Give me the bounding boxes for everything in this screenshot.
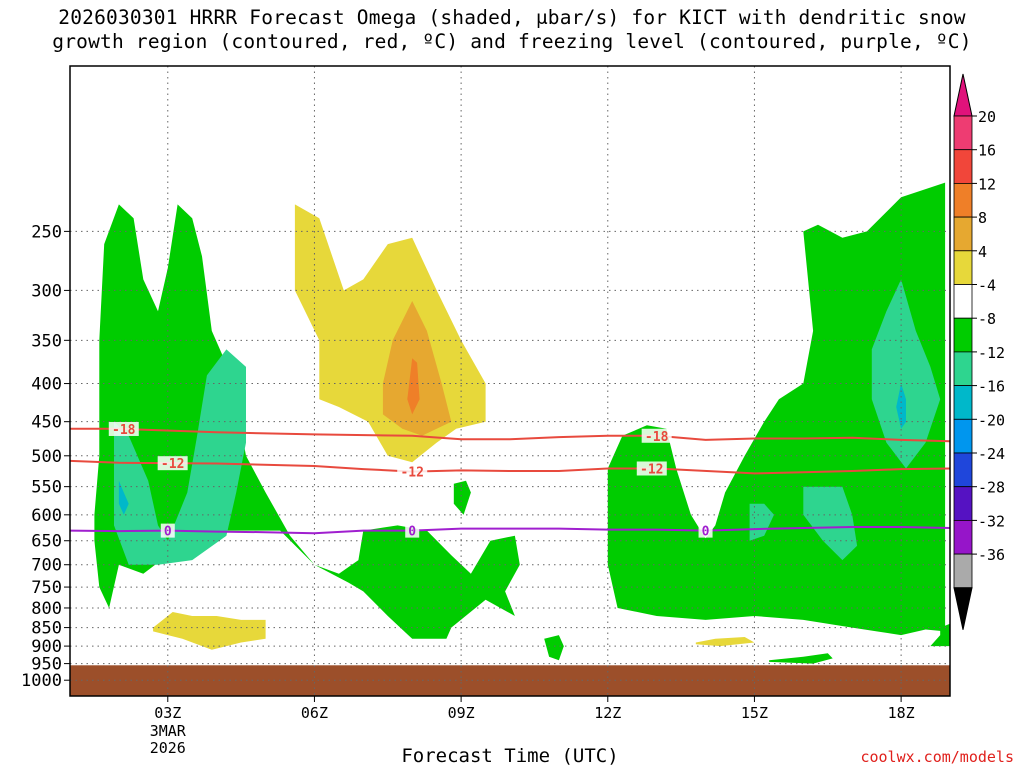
- omega-region-14: [695, 637, 755, 647]
- contour-label-bg--12-2: [636, 461, 667, 476]
- contour-label--18-0: -18: [112, 423, 136, 438]
- contour-label--18-1: -18: [645, 430, 669, 445]
- y-tick-label-1000: 1000: [21, 671, 62, 691]
- y-tick-label-250: 250: [31, 222, 62, 242]
- omega-region-5: [769, 653, 833, 664]
- contour-line-0: [70, 526, 950, 535]
- y-tick-label-450: 450: [31, 413, 62, 433]
- colorbar-label--8: -8: [978, 310, 996, 328]
- colorbar-swatch-13: [953, 553, 973, 589]
- omega-region-16: [407, 358, 420, 415]
- contour-label-0-1: 0: [408, 525, 416, 540]
- x-tick-label-18Z: 18Z: [888, 704, 915, 722]
- omega-region-6: [114, 349, 246, 565]
- plot-frame: [69, 65, 951, 697]
- omega-region-2: [930, 623, 950, 647]
- omega-region-11: [896, 383, 906, 429]
- y-tick-label-850: 850: [31, 619, 62, 639]
- y-tick-label-600: 600: [31, 506, 62, 526]
- contour-label--12-0: -12: [161, 457, 184, 472]
- contour-label--12-2: -12: [640, 462, 663, 477]
- omega-region-10: [118, 480, 129, 515]
- colorbar-label--12: -12: [978, 344, 1005, 362]
- x-tick-label-03Z: 03Z: [154, 704, 181, 722]
- y-tick-label-950: 950: [31, 655, 62, 675]
- contour-label-0-2: 0: [702, 525, 710, 540]
- colorbar-swatch-9: [953, 418, 973, 454]
- contour-label-bg--12-0: [157, 456, 188, 471]
- date-label-0: 3MAR: [150, 722, 187, 740]
- colorbar-swatch-4: [953, 250, 973, 285]
- y-tick-label-550: 550: [31, 478, 62, 498]
- y-tick-label-400: 400: [31, 375, 62, 395]
- y-tick-label-750: 750: [31, 578, 62, 598]
- colorbar-label-16: 16: [978, 142, 996, 160]
- x-axis-label: Forecast Time (UTC): [401, 745, 619, 767]
- colorbar-label--20: -20: [978, 411, 1005, 429]
- omega-region-4: [544, 635, 564, 661]
- y-tick-label-900: 900: [31, 637, 62, 657]
- y-tick-label-500: 500: [31, 447, 62, 467]
- omega-region-3: [453, 480, 471, 515]
- colorbar-label--36: -36: [978, 546, 1005, 564]
- contour-label-bg--18-1: [641, 428, 672, 443]
- x-tick-label-15Z: 15Z: [741, 704, 768, 722]
- x-tick-label-12Z: 12Z: [594, 704, 621, 722]
- contour-label-bg-0-2: [698, 523, 713, 538]
- colorbar-swatch-1: [953, 149, 973, 184]
- colorbar-label-4: 4: [978, 243, 987, 261]
- colorbar-bottom-arrow: [953, 587, 973, 630]
- colorbar-swatch-8: [953, 385, 973, 420]
- colorbar-label--4: -4: [978, 277, 996, 295]
- colorbar-label--32: -32: [978, 512, 1005, 530]
- colorbar-swatch-2: [953, 182, 973, 218]
- y-tick-label-300: 300: [31, 281, 62, 301]
- colorbar-label-20: 20: [978, 108, 996, 126]
- colorbar-label-8: 8: [978, 209, 987, 227]
- colorbar-swatch-6: [953, 317, 973, 353]
- chart-title-line-2: growth region (contoured, red, ºC) and f…: [52, 30, 972, 53]
- contour-label-bg--12-1: [397, 464, 428, 479]
- contour-line--12: [70, 459, 950, 475]
- omega-region-13: [153, 612, 266, 650]
- omega-region-1: [607, 182, 946, 636]
- site-credit: coolwx.com/models: [860, 748, 1014, 766]
- colorbar-label-12: 12: [978, 175, 996, 193]
- colorbar-label--24: -24: [978, 445, 1005, 463]
- x-tick-label-09Z: 09Z: [448, 704, 475, 722]
- colorbar-swatch-7: [953, 351, 973, 386]
- colorbar-swatch-12: [953, 520, 973, 555]
- colorbar-swatch-10: [953, 452, 973, 488]
- colorbar-swatch-0: [953, 115, 973, 151]
- omega-region-12: [294, 204, 486, 463]
- x-tick-label-06Z: 06Z: [301, 704, 328, 722]
- contour-label--12-1: -12: [400, 466, 423, 481]
- omega-region-8: [803, 486, 858, 561]
- plot-area: -18 -18 -12 -12 -12 0 0 0: [70, 66, 950, 696]
- colorbar-label--16: -16: [978, 378, 1005, 396]
- colorbar-top-arrow: [953, 73, 973, 117]
- contour-label-0-0: 0: [164, 525, 172, 540]
- date-label-1: 2026: [150, 739, 186, 757]
- y-tick-label-700: 700: [31, 556, 62, 576]
- colorbar-swatch-5: [953, 284, 973, 319]
- colorbar-swatch-11: [953, 486, 973, 521]
- y-tick-label-800: 800: [31, 599, 62, 619]
- colorbar-label--28: -28: [978, 479, 1005, 497]
- contour-line--18: [70, 427, 950, 443]
- contour-label-bg-0-0: [160, 523, 175, 538]
- chart-title-line-1: 2026030301 HRRR Forecast Omega (shaded, …: [58, 6, 966, 29]
- contour-label-bg--18-0: [108, 421, 139, 436]
- omega-region-9: [749, 503, 774, 541]
- y-tick-label-650: 650: [31, 532, 62, 552]
- contour-label-bg-0-1: [405, 523, 420, 538]
- y-tick-label-350: 350: [31, 331, 62, 351]
- colorbar-swatch-3: [953, 216, 973, 252]
